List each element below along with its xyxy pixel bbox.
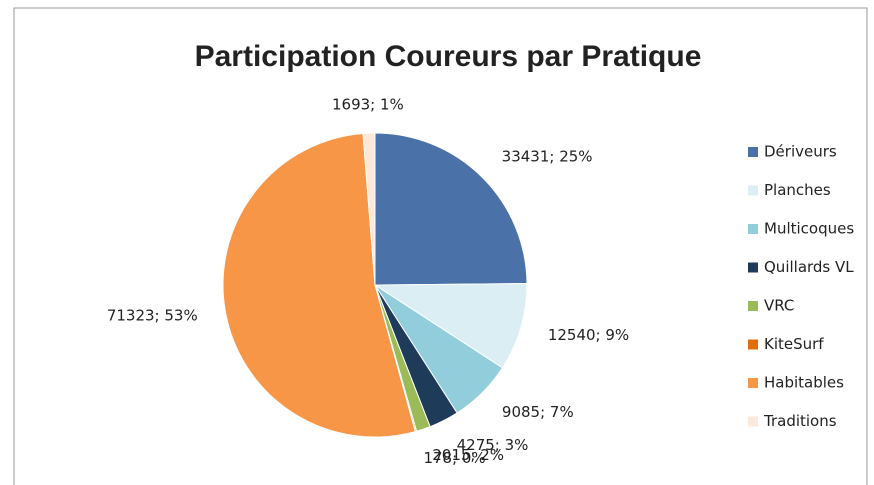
data-label: 71323; 53% <box>107 307 198 325</box>
legend-label: Quillards VL <box>764 258 854 276</box>
legend-swatch <box>748 185 758 196</box>
legend-swatch <box>748 416 758 427</box>
legend-label: Planches <box>764 181 831 199</box>
legend-label: VRC <box>764 297 794 315</box>
legend-label: Traditions <box>763 412 837 430</box>
data-label: 33431; 25% <box>502 148 593 166</box>
legend-label: Habitables <box>764 374 844 392</box>
chart-title: Participation Coureurs par Pratique <box>195 40 702 73</box>
legend-swatch <box>748 301 758 311</box>
pie-slice <box>373 283 528 369</box>
legend-label: Dériveurs <box>764 143 837 161</box>
legend-swatch <box>748 378 758 388</box>
pie-slice <box>362 132 376 286</box>
data-label: 178; 0% <box>423 449 485 467</box>
legend-swatch <box>748 224 758 234</box>
pie-slice <box>374 132 528 286</box>
data-label: 4275; 3% <box>457 436 529 454</box>
legend-label: Multicoques <box>764 220 854 238</box>
data-label: 1693; 1% <box>332 96 404 114</box>
pie-slice <box>222 132 416 438</box>
legend-label: KiteSurf <box>764 335 824 353</box>
legend-swatch <box>748 339 758 350</box>
data-label: 2015; 2% <box>432 446 504 464</box>
legend-swatch <box>748 262 758 273</box>
legend-swatch <box>748 147 758 157</box>
data-label: 9085; 7% <box>502 403 574 421</box>
data-label: 12540; 9% <box>548 326 629 344</box>
